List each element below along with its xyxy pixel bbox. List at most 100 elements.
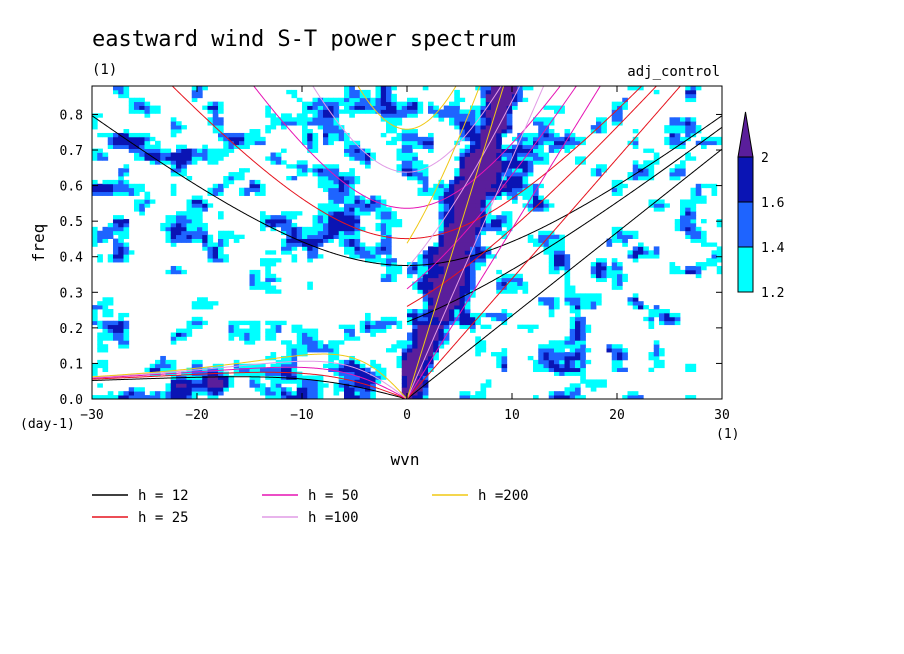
heatmap-cell xyxy=(674,164,681,169)
heatmap-cell xyxy=(375,367,382,373)
heatmap-cell xyxy=(554,254,560,259)
heatmap-cell xyxy=(92,395,98,399)
heatmap-cell xyxy=(617,183,623,189)
heatmap-cell xyxy=(680,226,686,232)
heatmap-cell xyxy=(638,246,644,251)
heatmap-cell xyxy=(386,258,392,263)
heatmap-cell xyxy=(223,144,229,149)
heatmap-cell xyxy=(685,367,691,373)
heatmap-cell xyxy=(275,328,282,333)
heatmap-cell xyxy=(485,203,492,208)
heatmap-cell xyxy=(317,234,324,239)
heatmap-cell xyxy=(144,203,151,208)
heatmap-cell xyxy=(475,187,481,193)
heatmap-cell xyxy=(291,395,298,399)
heatmap-cell xyxy=(433,305,439,310)
heatmap-cell xyxy=(170,132,177,138)
heatmap-cell xyxy=(218,242,224,247)
heatmap-cell xyxy=(443,316,450,322)
heatmap-cell xyxy=(449,285,455,290)
heatmap-cell xyxy=(422,391,429,396)
heatmap-cell xyxy=(344,387,350,392)
heatmap-cell xyxy=(569,367,576,373)
heatmap-cell xyxy=(480,207,487,212)
heatmap-cell xyxy=(569,359,576,365)
heatmap-cell xyxy=(543,355,550,361)
heatmap-cell xyxy=(627,230,634,236)
heatmap-cell xyxy=(417,359,424,365)
heatmap-cell xyxy=(349,168,355,173)
heatmap-cell xyxy=(569,136,576,142)
heatmap-cell xyxy=(454,273,460,279)
heatmap-cell xyxy=(333,367,340,373)
heatmap-cell xyxy=(470,105,476,110)
heatmap-cell xyxy=(417,355,424,361)
heatmap-cell xyxy=(470,144,476,149)
heatmap-cell xyxy=(585,293,592,298)
heatmap-cell xyxy=(113,144,119,149)
heatmap-cell xyxy=(501,160,508,165)
heatmap-cell xyxy=(575,363,581,369)
heatmap-cell xyxy=(286,391,292,396)
heatmap-cell xyxy=(134,105,140,110)
heatmap-cell xyxy=(286,117,292,122)
heatmap-cell xyxy=(170,172,177,177)
heatmap-cell xyxy=(181,328,187,333)
heatmap-cell xyxy=(317,340,324,345)
heatmap-cell xyxy=(554,258,560,263)
heatmap-cell xyxy=(270,156,277,161)
heatmap-cell xyxy=(102,305,109,310)
heatmap-cell xyxy=(443,211,450,216)
heatmap-cell xyxy=(417,324,424,329)
heatmap-cell xyxy=(653,254,660,259)
heatmap-cell xyxy=(113,250,119,255)
heatmap-cell xyxy=(333,97,340,103)
heatmap-cell xyxy=(328,340,334,345)
heatmap-cell xyxy=(365,211,371,216)
heatmap-cell xyxy=(470,113,476,118)
heatmap-cell xyxy=(344,226,350,232)
heatmap-cell xyxy=(281,238,287,243)
heatmap-cell xyxy=(223,175,229,181)
heatmap-cell xyxy=(554,367,560,373)
heatmap-cell xyxy=(354,101,361,106)
heatmap-cell xyxy=(501,234,508,239)
heatmap-cell xyxy=(433,344,439,349)
heatmap-cell xyxy=(517,89,523,95)
heatmap-cell xyxy=(485,324,492,329)
heatmap-cell xyxy=(522,187,529,193)
heatmap-cell xyxy=(328,136,334,142)
heatmap-cell xyxy=(564,340,571,345)
heatmap-cell xyxy=(564,262,571,267)
heatmap-cell xyxy=(191,383,198,388)
heatmap-cell xyxy=(632,395,639,399)
heatmap-cell xyxy=(202,234,208,239)
heatmap-cell xyxy=(464,312,471,318)
heatmap-cell xyxy=(328,179,334,185)
heatmap-cell xyxy=(422,179,429,185)
heatmap-cell xyxy=(323,132,329,138)
heatmap-cell xyxy=(669,144,676,149)
heatmap-cell xyxy=(317,164,324,169)
heatmap-cell xyxy=(375,226,382,232)
heatmap-cell xyxy=(554,305,560,310)
heatmap-cell xyxy=(333,215,340,220)
heatmap-cell xyxy=(233,172,240,177)
heatmap-cell xyxy=(365,395,371,399)
heatmap-cell xyxy=(186,156,193,161)
heatmap-cell xyxy=(470,136,476,142)
heatmap-cell xyxy=(433,269,439,275)
heatmap-cell xyxy=(286,379,292,384)
heatmap-cell xyxy=(391,136,397,142)
colorbar-segment xyxy=(737,156,754,203)
heatmap-cell xyxy=(191,359,198,365)
heatmap-cell xyxy=(239,144,245,149)
heatmap-cell xyxy=(485,89,492,95)
heatmap-cell xyxy=(207,379,214,384)
heatmap-cell xyxy=(328,121,334,126)
heatmap-cell xyxy=(370,207,376,212)
heatmap-cell xyxy=(97,395,103,399)
heatmap-cell xyxy=(611,355,618,361)
heatmap-cell xyxy=(475,195,481,200)
heatmap-cell xyxy=(596,383,602,388)
